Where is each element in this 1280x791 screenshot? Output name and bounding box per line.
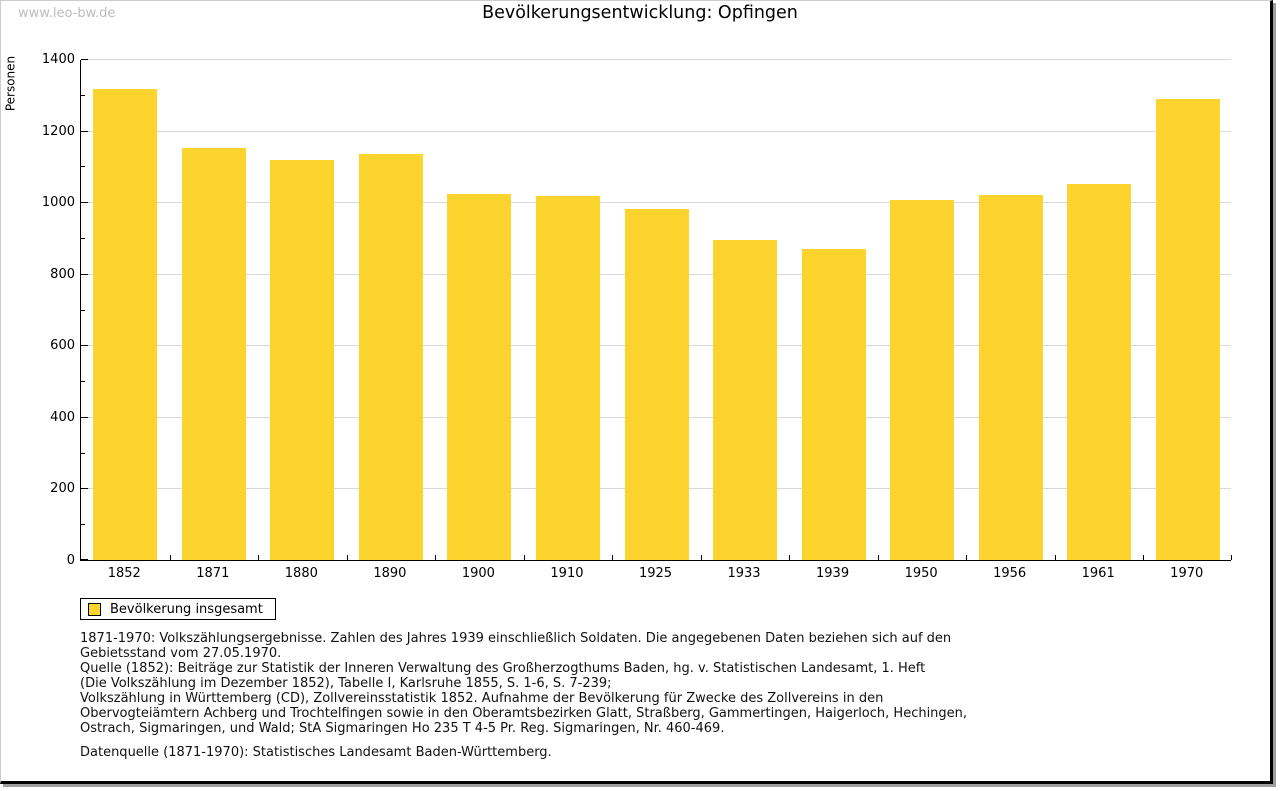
footnote-line-2: Gebietsstand vom 27.05.1970.	[80, 646, 282, 661]
bar-1939	[801, 249, 866, 560]
footnotes: 1871-1970: Volkszählungsergebnisse. Zahl…	[80, 631, 968, 760]
y-axis-major-tick	[81, 345, 88, 347]
y-axis-minor-tick	[81, 452, 85, 454]
x-axis-tick	[169, 555, 171, 560]
x-axis-tick	[789, 555, 791, 560]
bar-1871	[181, 147, 246, 560]
bar-1933	[713, 240, 778, 560]
plot-area	[80, 59, 1232, 561]
x-axis-label-1933: 1933	[727, 566, 761, 581]
y-axis-minor-tick	[81, 309, 85, 311]
x-axis-tick	[523, 555, 525, 560]
x-axis-label-1939: 1939	[816, 566, 850, 581]
x-axis-tick	[258, 555, 260, 560]
x-axis-label-1910: 1910	[550, 566, 584, 581]
y-axis-minor-tick	[81, 94, 85, 96]
y-axis-major-tick	[81, 559, 88, 560]
x-axis-label-1900: 1900	[461, 566, 495, 581]
y-axis-tick-label: 0	[66, 553, 75, 568]
footnote-line-5: Volkszählung in Württemberg (CD), Zollve…	[80, 691, 884, 706]
gridline-1200	[81, 130, 1231, 132]
y-axis-major-tick	[81, 130, 88, 132]
bar-1910	[535, 196, 600, 560]
x-axis-label-1871: 1871	[196, 566, 230, 581]
datasource-line: Datenquelle (1871-1970): Statistisches L…	[80, 745, 552, 760]
y-axis-minor-tick	[81, 381, 85, 383]
y-axis-tick-label: 400	[50, 409, 75, 425]
gridline-1000	[81, 202, 1231, 204]
x-axis-label-1970: 1970	[1170, 566, 1204, 581]
watermark: www.leo-bw.de	[18, 6, 116, 21]
x-axis-tick	[435, 555, 437, 560]
y-axis-tick-label: 1400	[41, 52, 75, 67]
legend-label: Bevölkerung insgesamt	[110, 601, 263, 617]
y-axis-major-tick	[81, 202, 88, 204]
y-axis-minor-tick	[81, 166, 85, 168]
y-axis-tick-label: 200	[50, 481, 75, 497]
footnote-line-1: 1871-1970: Volkszählungsergebnisse. Zahl…	[80, 631, 952, 646]
x-axis-label-1852: 1852	[107, 566, 141, 581]
footnote-line-4: (Die Volkszählung im Dezember 1852), Tab…	[80, 676, 612, 691]
x-axis-label-1950: 1950	[904, 566, 938, 581]
x-axis-tick	[1143, 555, 1145, 560]
bar-1900	[447, 193, 512, 560]
x-axis-tick	[1054, 555, 1056, 560]
bar-1880	[270, 160, 335, 560]
x-axis-label-1925: 1925	[638, 566, 673, 581]
y-axis-tick-label: 600	[50, 338, 75, 354]
x-axis-label-1961: 1961	[1081, 566, 1115, 581]
bar-1961	[1067, 184, 1132, 560]
bar-1970	[1155, 99, 1220, 560]
bar-1950	[890, 200, 955, 560]
x-axis-tick	[700, 555, 702, 560]
x-axis-label-1890: 1890	[373, 566, 407, 581]
x-axis-tick	[1231, 555, 1232, 560]
bar-1956	[978, 195, 1043, 560]
x-axis-tick	[877, 555, 879, 560]
x-axis-label-1880: 1880	[284, 566, 318, 581]
x-axis-tick	[346, 555, 348, 560]
y-axis-major-tick	[81, 273, 88, 275]
y-axis-minor-tick	[81, 524, 85, 526]
x-axis-tick	[612, 555, 614, 560]
legend-swatch-icon	[88, 602, 101, 616]
legend: Bevölkerung insgesamt	[80, 598, 276, 620]
x-axis-tick	[966, 555, 968, 560]
bar-1925	[624, 208, 689, 560]
footnote-line-7: Ostrach, Sigmaringen, und Wald; StA Sigm…	[80, 721, 725, 736]
y-axis-minor-tick	[81, 237, 85, 239]
y-axis-tick-label: 800	[50, 266, 75, 282]
chart-title: Bevölkerungsentwicklung: Opfingen	[482, 3, 798, 23]
y-axis-tick-label: 1200	[41, 123, 75, 139]
gridline-1400	[81, 59, 1231, 60]
x-axis-label-1956: 1956	[993, 566, 1027, 581]
y-axis-tick-label: 1000	[41, 195, 75, 211]
footnote-line-3: Quelle (1852): Beiträge zur Statistik de…	[80, 661, 926, 676]
y-axis-major-tick	[81, 488, 88, 490]
y-axis-major-tick	[81, 416, 88, 418]
bar-1852	[93, 89, 158, 560]
bar-1890	[358, 154, 423, 560]
y-axis-major-tick	[81, 59, 88, 60]
footnote-line-6: Obervogteiämtern Achberg und Trochtelfin…	[80, 706, 968, 721]
y-axis-title: Personen	[3, 55, 18, 112]
